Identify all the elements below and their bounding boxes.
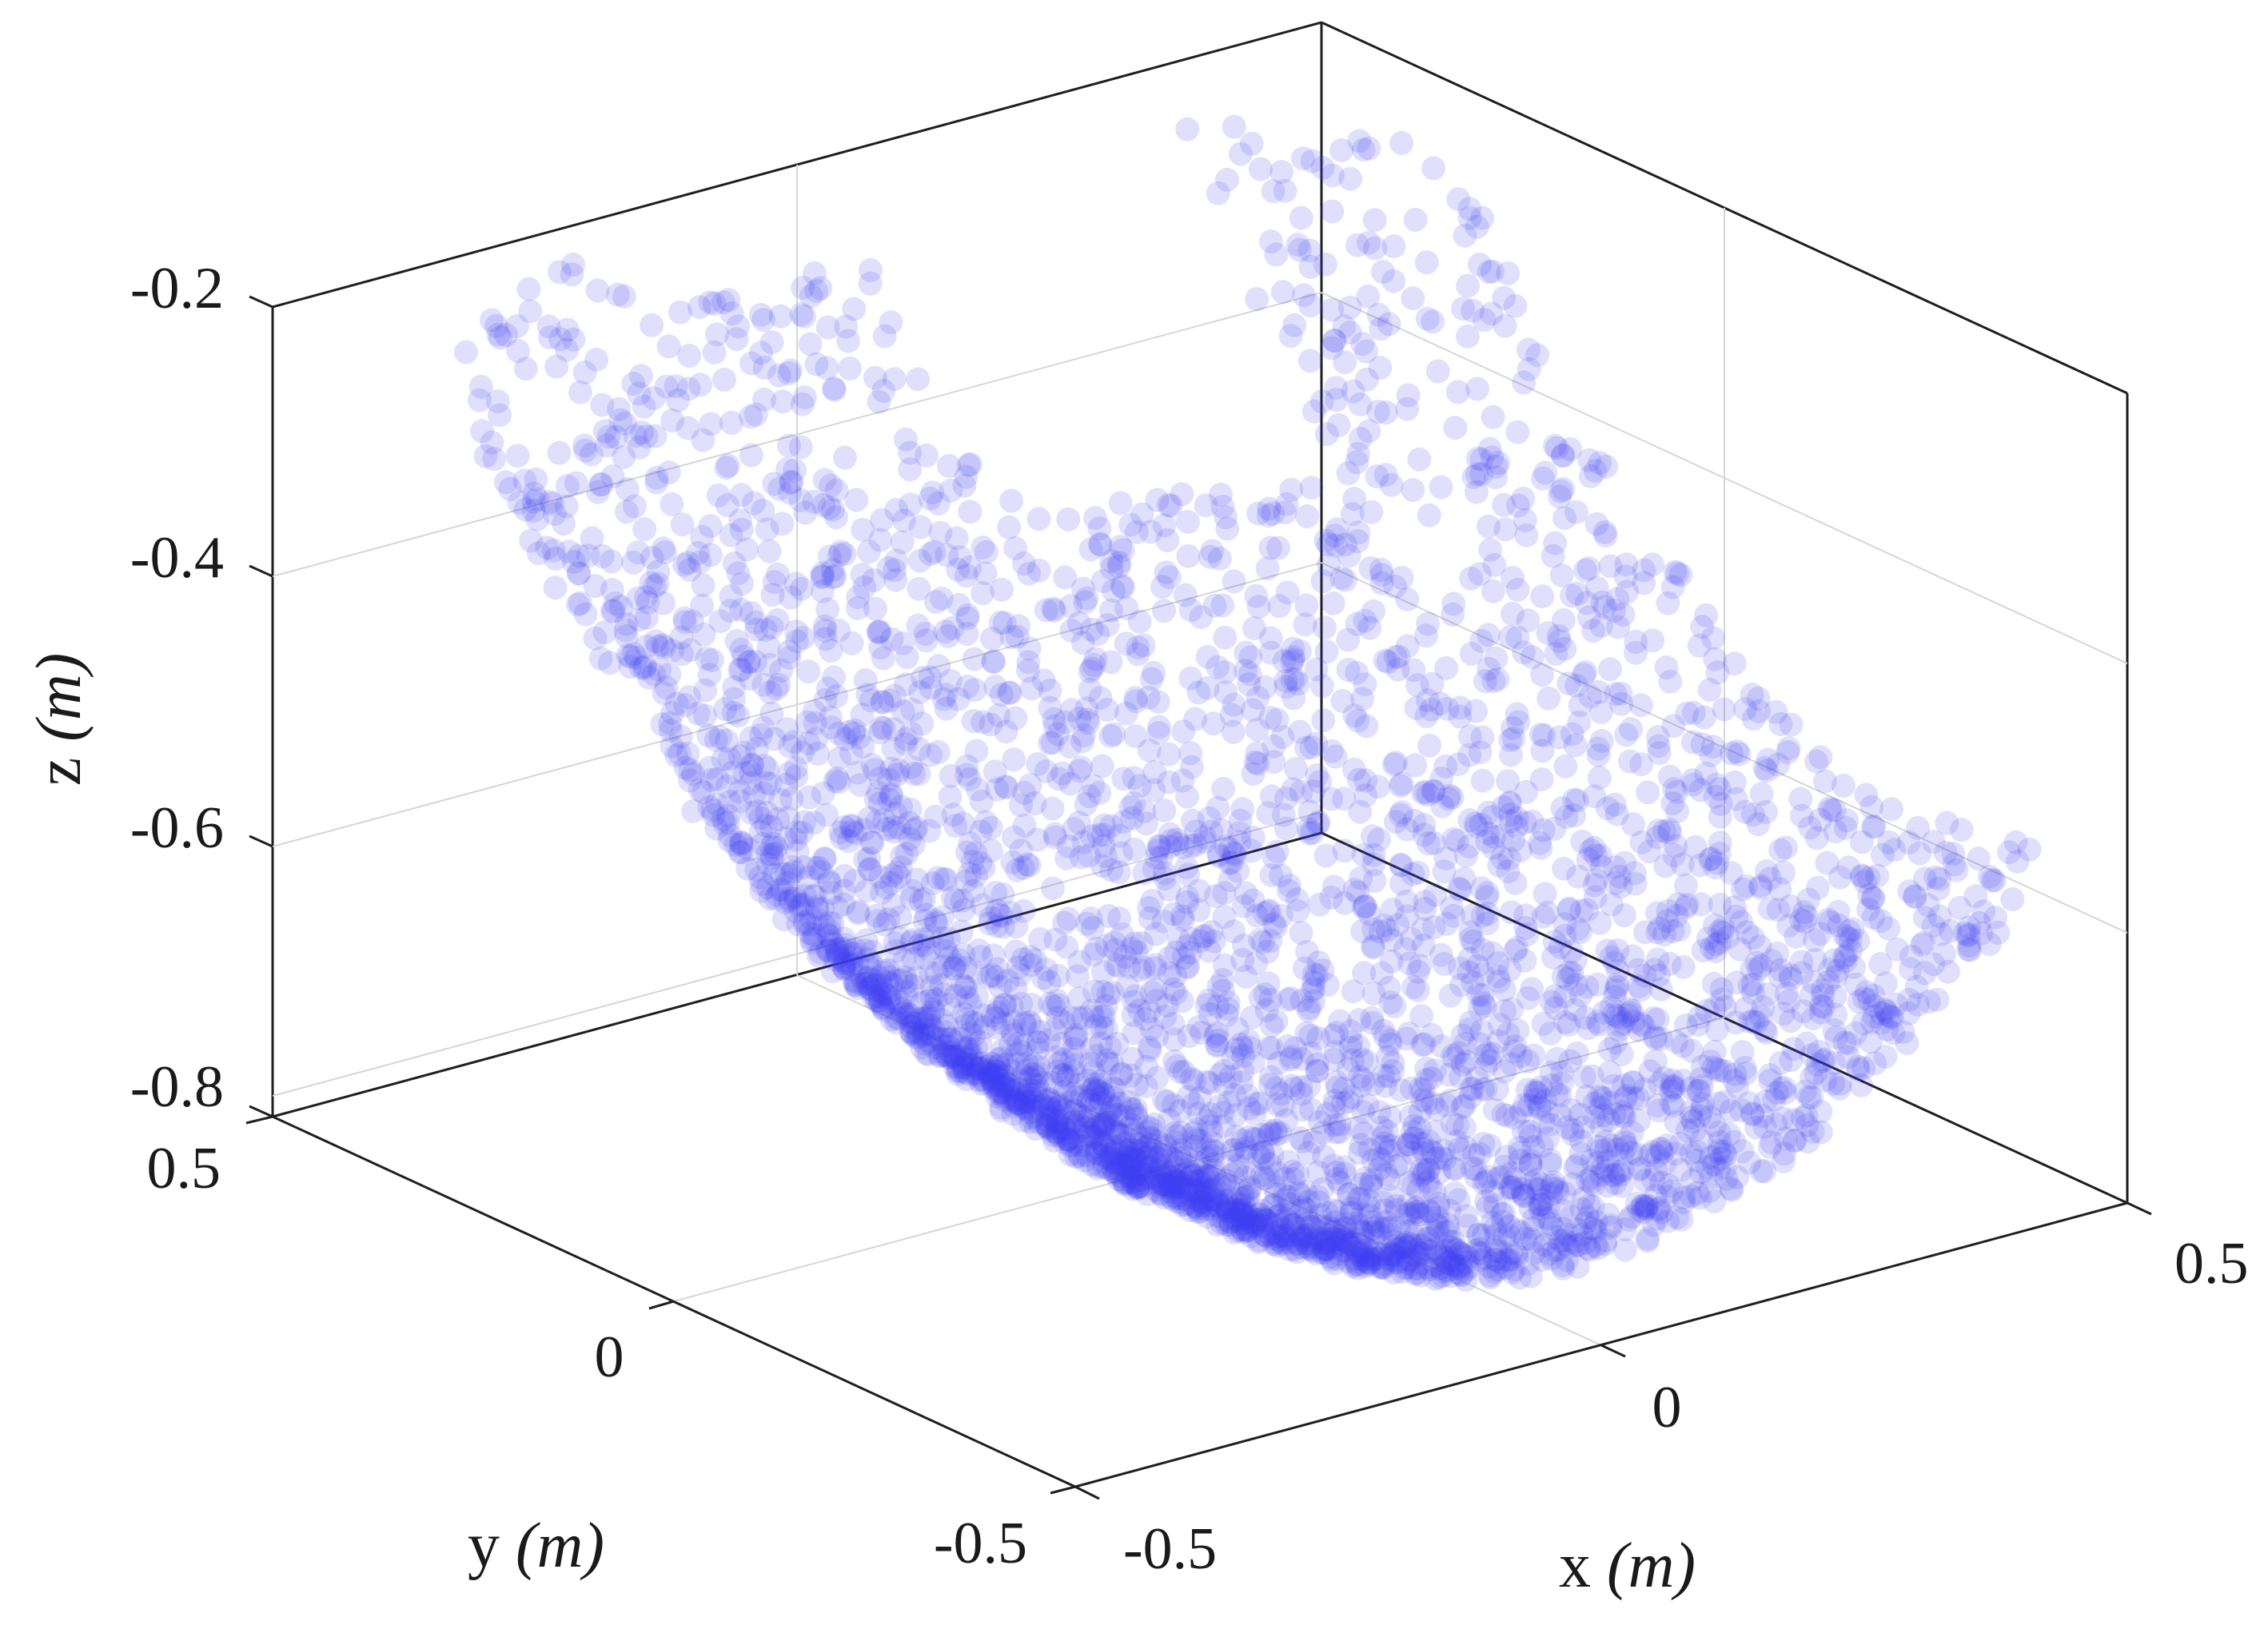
y-tick-label: -0.5 [934, 1511, 1027, 1576]
x-tick-label: -0.5 [1123, 1516, 1217, 1582]
z-tick-label: -0.8 [130, 1054, 224, 1120]
x-tick-label: 0.5 [2174, 1231, 2249, 1296]
tick-marks [245, 295, 2152, 1500]
point-cloud [453, 114, 2042, 1292]
y-tick-label: 0.5 [147, 1136, 221, 1201]
z-axis-label: z (m) [24, 653, 94, 787]
z-tick-label: -0.4 [130, 525, 224, 591]
y-axis-label: y (m) [468, 1511, 604, 1581]
z-tick-label: -0.6 [130, 795, 224, 861]
grid-lines [272, 165, 2128, 1346]
y-tick-labels: 0.5 0 -0.5 [147, 1136, 1028, 1576]
y-tick-label: 0 [595, 1324, 624, 1390]
z-tick-labels: -0.2 -0.4 -0.6 -0.8 [130, 256, 224, 1120]
x-tick-label: 0 [1652, 1375, 1682, 1440]
z-tick-label: -0.2 [130, 256, 224, 321]
x-axis-label: x (m) [1559, 1531, 1696, 1601]
x-tick-labels: -0.5 0 0.5 [1123, 1231, 2249, 1582]
